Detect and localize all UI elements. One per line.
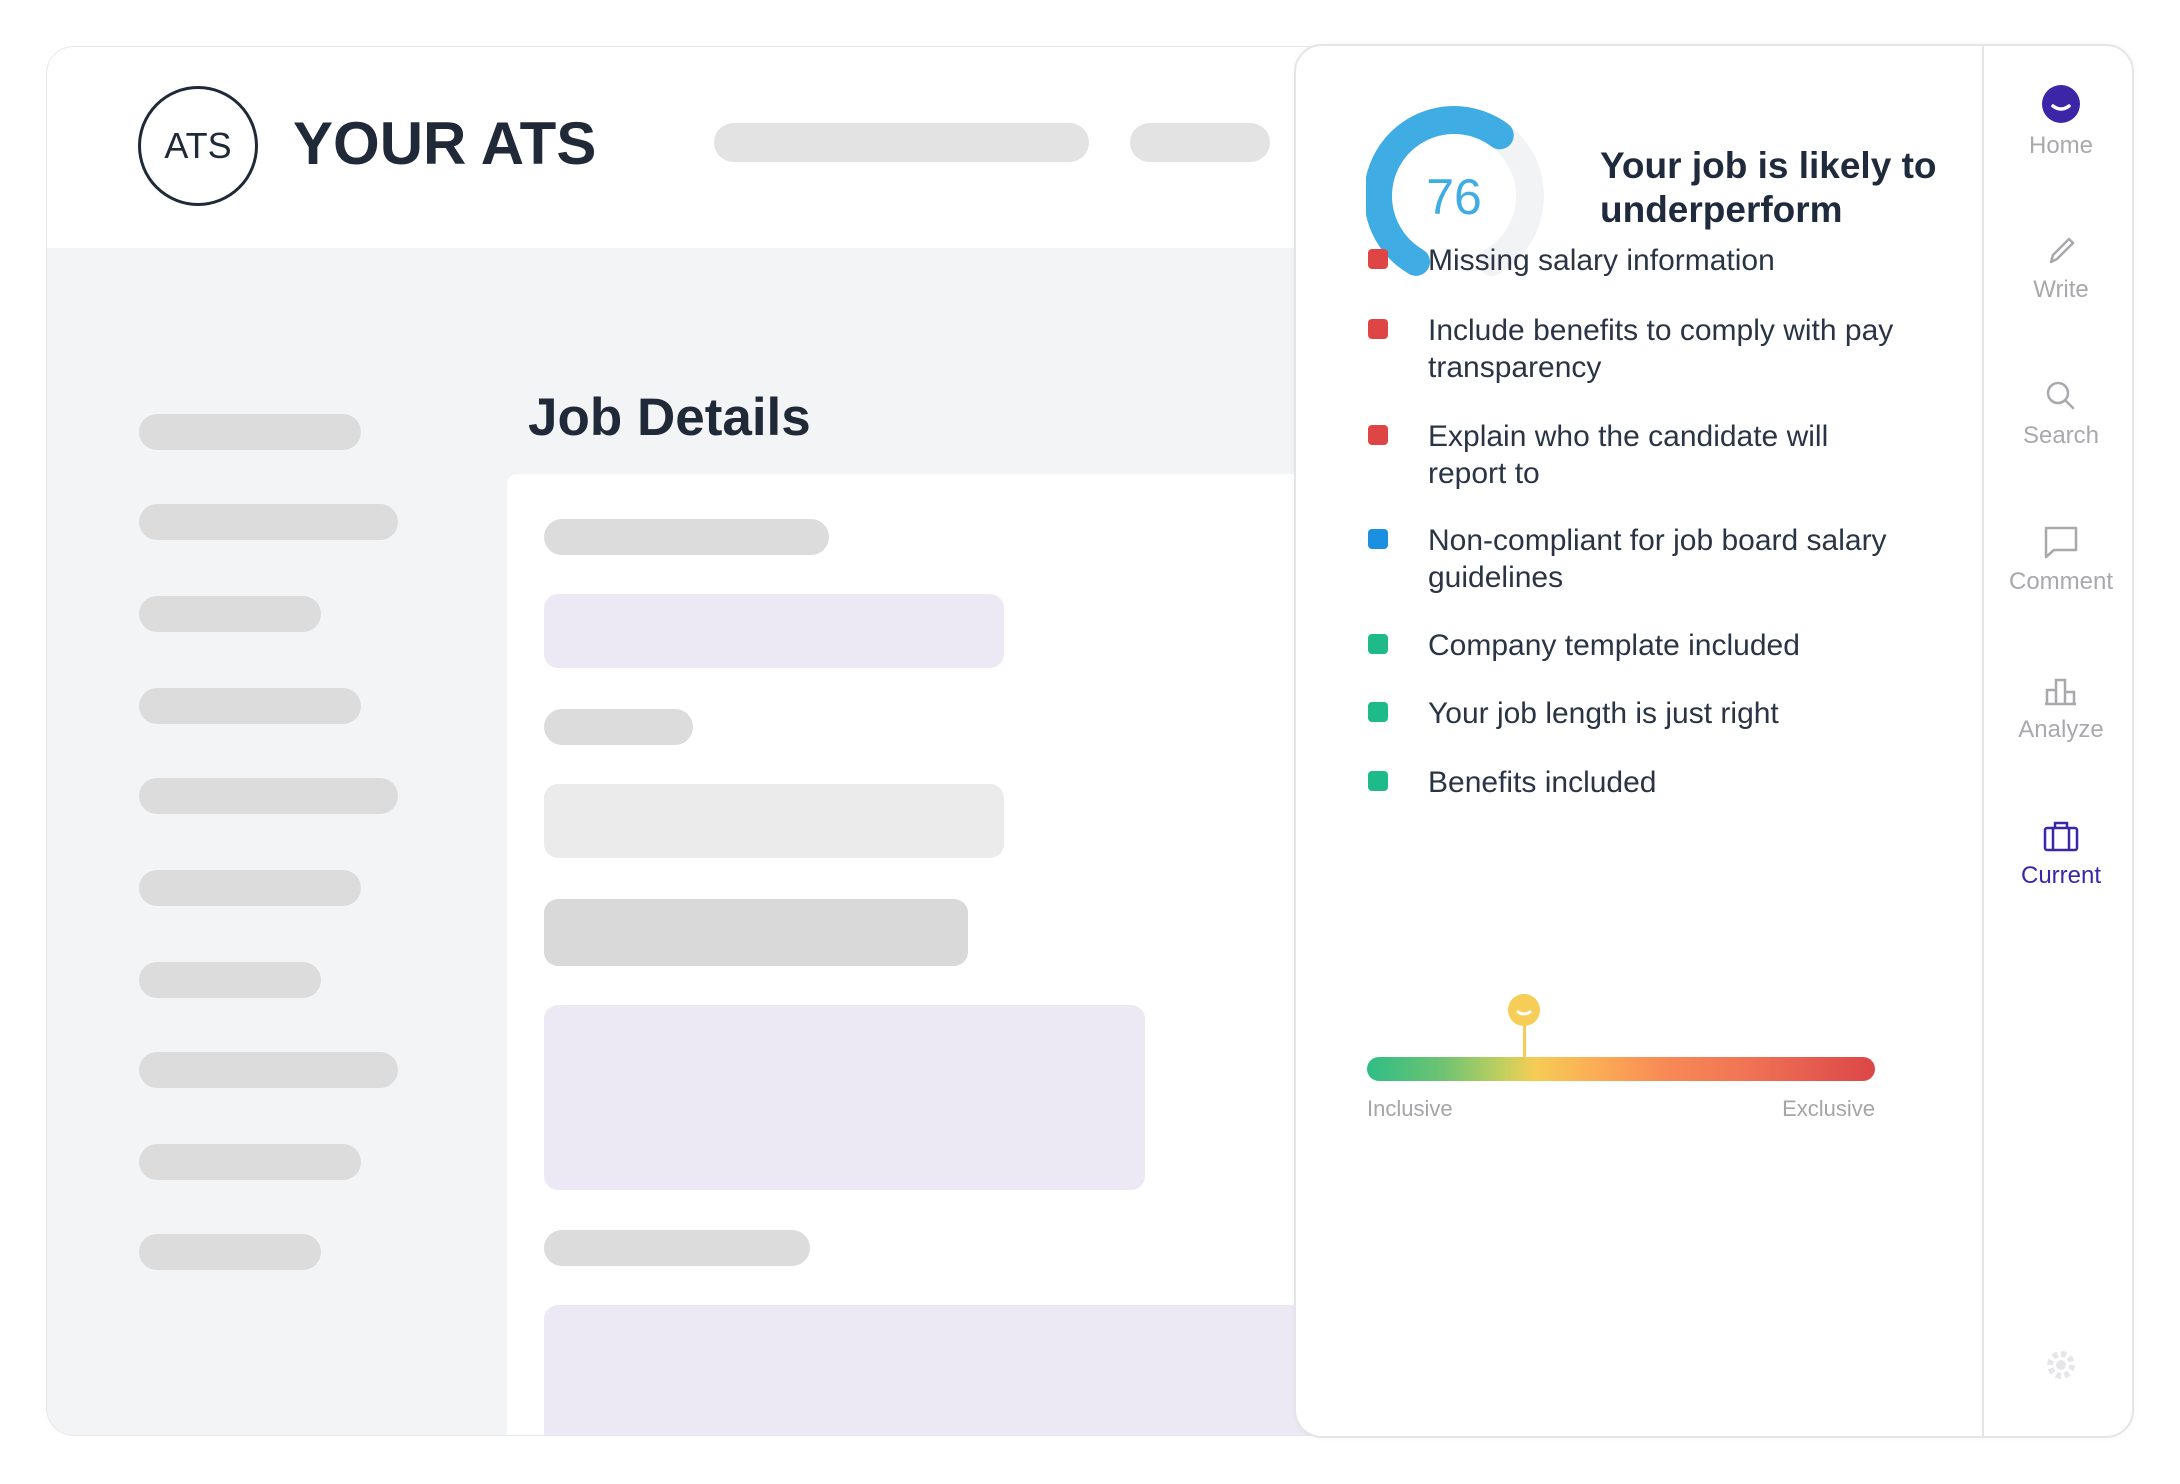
page-title: Job Details xyxy=(528,388,811,447)
header-placeholder xyxy=(714,123,1089,162)
feedback-text: Non-compliant for job board salary guide… xyxy=(1428,524,1887,594)
sidebar-item-label: Comment xyxy=(2008,568,2114,595)
sidebar-item-comment[interactable]: Comment xyxy=(1986,524,2136,596)
job-details-form xyxy=(507,474,1345,1435)
feedback-item[interactable]: Explain who the candidate will report to xyxy=(1368,418,1908,492)
sidebar-item-label: Write xyxy=(2033,276,2089,303)
nav-placeholder[interactable] xyxy=(139,504,398,540)
sidebar-item-home[interactable]: Home xyxy=(1986,84,2136,160)
status-green-icon xyxy=(1368,771,1388,791)
search-icon xyxy=(2046,381,2075,410)
field-textarea-placeholder[interactable] xyxy=(544,1005,1145,1190)
brand-name: YOUR ATS xyxy=(293,110,597,177)
feedback-item[interactable]: Your job length is just right xyxy=(1368,695,1908,732)
feedback-text: Include benefits to comply with pay tran… xyxy=(1428,314,1894,384)
field-label-placeholder xyxy=(544,519,829,555)
sidebar-item-write[interactable]: Write xyxy=(1986,232,2136,304)
job-analysis-panel: 76 Your job is likely to underperform Mi… xyxy=(1294,44,2134,1438)
inclusivity-scale xyxy=(1367,1057,1875,1081)
feedback-text: Company template included xyxy=(1428,629,1800,662)
header-placeholder xyxy=(1130,123,1270,162)
feedback-text: Benefits included xyxy=(1428,766,1657,799)
gear-icon[interactable] xyxy=(2044,1348,2078,1382)
field-input-placeholder[interactable] xyxy=(544,784,1004,858)
panel-title: Your job is likely to underperform xyxy=(1600,145,1937,230)
sidebar-item-label: Home xyxy=(2028,132,2094,159)
sidebar-item-label: Analyze xyxy=(2018,716,2104,743)
status-green-icon xyxy=(1368,634,1388,654)
feedback-text: Missing salary information xyxy=(1428,244,1775,277)
ats-window: ATS YOUR ATS Job Details xyxy=(46,46,1346,1436)
field-input-placeholder[interactable] xyxy=(544,594,1004,668)
exclusive-label: Exclusive xyxy=(1782,1096,1875,1121)
sidebar-item-analyze[interactable]: Analyze xyxy=(1986,672,2136,744)
score-value: 76 xyxy=(1426,169,1482,225)
status-red-icon xyxy=(1368,425,1388,445)
bar-chart-icon xyxy=(2045,678,2076,706)
feedback-item[interactable]: Non-compliant for job board salary guide… xyxy=(1368,522,1908,596)
sidebar-item-current[interactable]: Current xyxy=(1986,818,2136,890)
gauge-fill xyxy=(1366,105,1544,286)
inclusivity-marker xyxy=(1508,994,1541,1058)
field-label-placeholder xyxy=(544,709,693,745)
feedback-text: Explain who the candidate will report to xyxy=(1428,420,1829,490)
feedback-item[interactable]: Missing salary information xyxy=(1368,242,1908,279)
sidebar-divider xyxy=(1982,46,1984,1436)
feedback-item[interactable]: Include benefits to comply with pay tran… xyxy=(1368,312,1908,386)
feedback-item[interactable]: Benefits included xyxy=(1368,764,1908,801)
ats-logo: ATS xyxy=(138,86,258,206)
feedback-text: Your job length is just right xyxy=(1428,697,1779,730)
sidebar-item-search[interactable]: Search xyxy=(1986,378,2136,450)
nav-placeholder[interactable] xyxy=(139,962,321,998)
smiley-icon xyxy=(2042,85,2080,123)
status-blue-icon xyxy=(1368,529,1388,549)
status-red-icon xyxy=(1368,249,1388,269)
status-red-icon xyxy=(1368,319,1388,339)
sidebar-item-label: Current xyxy=(2020,862,2102,889)
nav-placeholder[interactable] xyxy=(139,414,361,450)
status-green-icon xyxy=(1368,702,1388,722)
pencil-icon xyxy=(2049,237,2075,264)
score-gauge: 76 xyxy=(1366,105,1544,286)
logo-text: ATS xyxy=(164,125,232,166)
nav-placeholder[interactable] xyxy=(139,1144,361,1180)
feedback-item[interactable]: Company template included xyxy=(1368,627,1908,664)
field-label-placeholder xyxy=(544,1230,810,1266)
field-textarea-placeholder[interactable] xyxy=(544,1305,1345,1435)
nav-placeholder[interactable] xyxy=(139,1234,321,1270)
field-input-placeholder[interactable] xyxy=(544,899,968,966)
inclusive-label: Inclusive xyxy=(1367,1096,1453,1121)
sidebar-item-label: Search xyxy=(2022,422,2100,449)
briefcase-icon xyxy=(2043,821,2079,852)
nav-placeholder[interactable] xyxy=(139,870,361,906)
nav-placeholder[interactable] xyxy=(139,778,398,814)
smiley-icon xyxy=(1508,994,1541,1026)
nav-placeholder[interactable] xyxy=(139,688,361,724)
nav-placeholder[interactable] xyxy=(139,596,321,632)
comment-icon xyxy=(2044,526,2078,559)
ats-header: ATS YOUR ATS xyxy=(47,47,1345,248)
nav-placeholder[interactable] xyxy=(139,1052,398,1088)
